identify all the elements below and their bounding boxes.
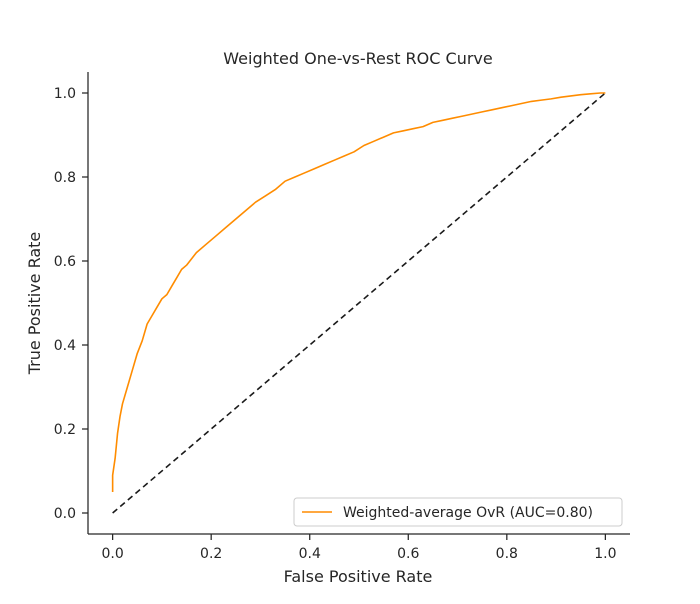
y-tick-label: 0.6 [54, 254, 76, 270]
axes: 0.0 0.2 0.4 0.6 0.8 1.0 0.0 0.2 0.4 0.6 0.8 1.0 [54, 72, 630, 562]
chance-diagonal-line [112, 92, 606, 514]
y-tick-label: 0.8 [54, 170, 76, 186]
x-tick-label: 0.4 [299, 546, 321, 562]
x-tick-label: 0.6 [397, 546, 419, 562]
legend-label: Weighted-average OvR (AUC=0.80) [343, 505, 593, 521]
roc-curve-line [111, 92, 606, 492]
y-axis-label: True Positive Rate [25, 232, 44, 376]
legend-box [293, 497, 623, 527]
legend: Weighted-average OvR (AUC=0.80) [293, 497, 623, 527]
x-axis-label: False Positive Rate [284, 567, 433, 586]
x-tick-label: 0.8 [496, 546, 518, 562]
x-tick-label: 1.0 [594, 546, 616, 562]
plot-lines [111, 92, 606, 514]
y-tick-label: 0.2 [54, 422, 76, 438]
y-tick-label: 0.4 [54, 338, 76, 354]
y-tick-label: 1.0 [54, 86, 76, 102]
x-tick-label: 0.2 [200, 546, 222, 562]
chart-title: Weighted One-vs-Rest ROC Curve [223, 49, 492, 68]
x-tick-label: 0.0 [102, 546, 124, 562]
y-tick-label: 0.0 [54, 506, 76, 522]
